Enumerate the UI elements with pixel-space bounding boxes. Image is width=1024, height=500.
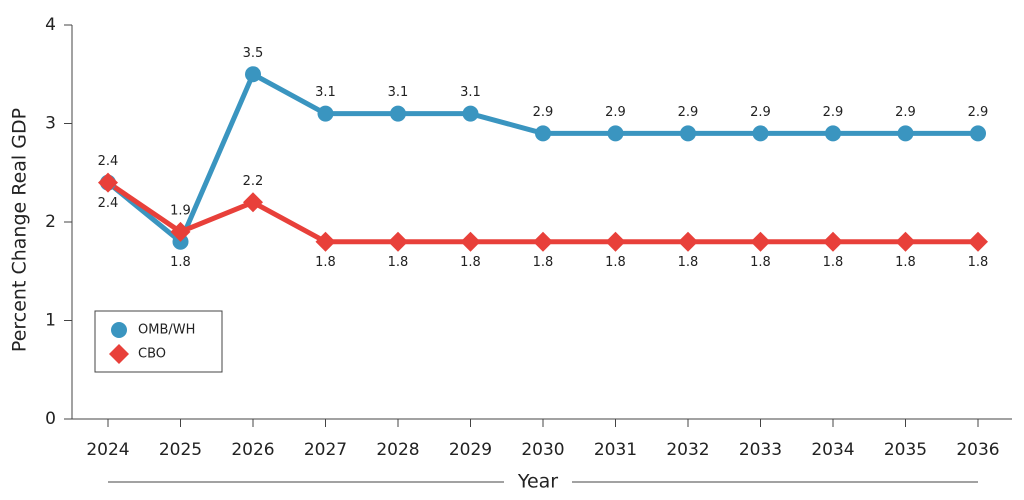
data-label: 1.8 [388,255,409,270]
data-label: 1.8 [315,255,336,270]
data-point [390,105,406,122]
x-tick-label: 2033 [739,440,782,460]
x-tick-label: 2032 [666,440,709,460]
x-tick-label: 2035 [884,440,927,460]
data-label: 1.8 [533,255,554,270]
data-point [607,125,624,142]
y-tick-label: 0 [45,409,56,429]
x-tick-label: 2031 [594,440,637,460]
data-point [535,125,551,142]
legend-label: OMB/WH [138,323,195,338]
data-point [895,231,916,252]
y-tick-label: 2 [45,212,56,232]
data-label: 1.8 [750,255,771,270]
data-point [605,231,626,252]
data-point [462,105,479,122]
data-label: 1.8 [678,255,699,270]
legend-marker [109,344,129,364]
y-tick-label: 3 [45,114,56,134]
legend-label: CBO [138,347,166,362]
data-point [98,172,118,193]
x-tick-label: 2029 [449,440,492,460]
x-tick-label: 2026 [231,440,274,460]
data-point [533,231,553,252]
data-point [897,125,914,142]
legend-marker [111,322,127,338]
data-point [970,125,986,142]
data-label: 1.8 [968,255,989,270]
data-point [752,125,769,142]
series-line [106,71,978,245]
data-point [245,66,261,83]
x-tick-label: 2024 [86,440,129,460]
data-point [317,105,334,122]
data-point [315,231,336,252]
data-label: 2.9 [750,105,771,120]
data-label: 3.1 [315,85,336,100]
data-label: 1.9 [170,203,191,218]
y-axis-title: Percent Change Real GDP [9,108,31,352]
data-point [680,125,696,142]
data-label: 3.1 [388,85,409,100]
data-label: 2.9 [823,105,844,120]
x-tick-label: 2034 [811,440,854,460]
legend-box [94,310,223,373]
data-point [750,231,771,252]
x-tick-label: 2025 [159,440,202,460]
y-tick-label: 1 [45,311,56,331]
x-tick-label: 2027 [304,440,347,460]
data-label: 2.9 [605,105,626,120]
data-label: 1.8 [460,255,481,270]
x-tick-label: 2030 [521,440,564,460]
data-point [825,125,841,142]
data-point [460,231,481,252]
data-point [388,231,408,252]
x-tick-label: 2028 [376,440,419,460]
data-label: 1.8 [895,255,916,270]
data-label: 2.9 [895,105,916,120]
data-label: 1.8 [605,255,626,270]
data-point [823,231,843,252]
data-label: 3.1 [460,85,481,100]
data-point [170,221,191,242]
data-point [678,231,698,252]
data-label: 2.4 [98,196,119,211]
data-point [968,231,988,252]
y-tick-label: 4 [45,15,56,35]
data-label: 2.9 [968,105,989,120]
data-label: 2.4 [98,154,119,169]
data-label: 1.8 [170,255,191,270]
data-label: 3.5 [243,46,264,61]
x-tick-label: 2036 [956,440,999,460]
data-label: 1.8 [823,255,844,270]
data-label: 2.9 [533,105,554,120]
data-label: 2.9 [678,105,699,120]
data-point [243,192,263,213]
x-axis-title: Year [517,471,558,493]
data-label: 2.2 [243,174,264,189]
